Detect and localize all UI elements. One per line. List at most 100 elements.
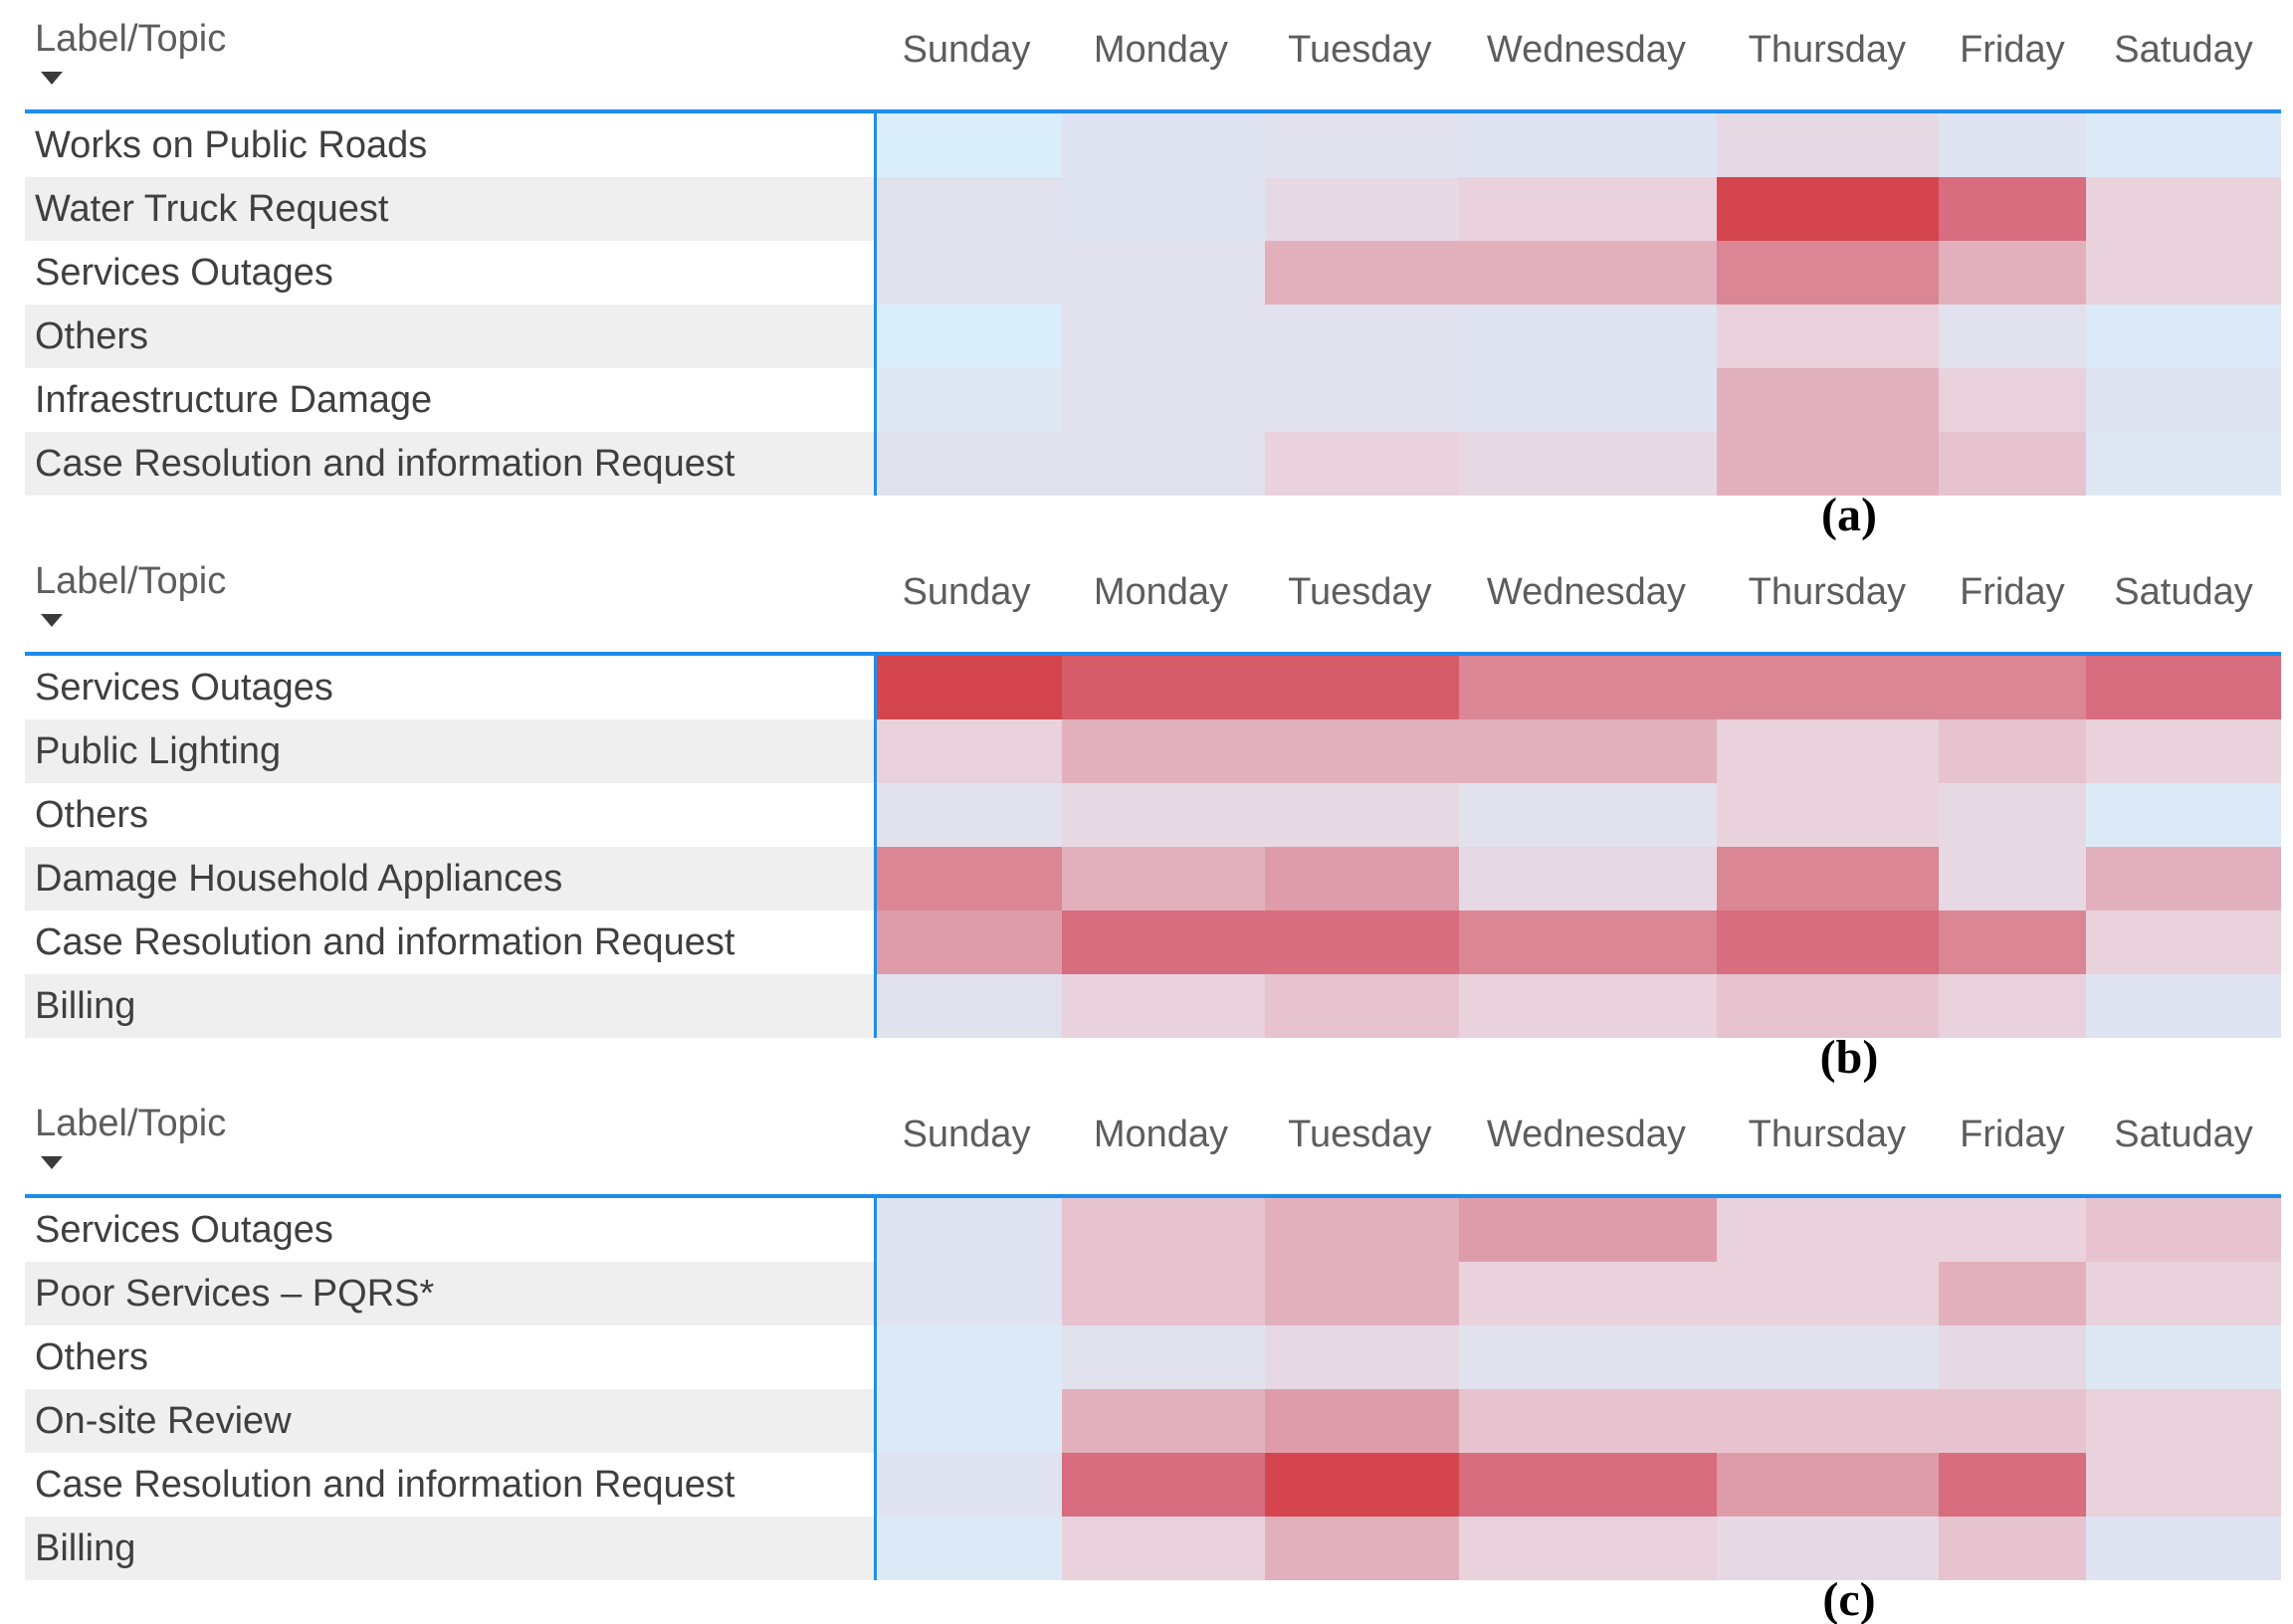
heatmap-cell <box>1265 432 1459 496</box>
heatmap-cell <box>1939 911 2087 974</box>
heatmap-cell <box>1717 719 1940 783</box>
heatmap-cell <box>1717 1453 1940 1517</box>
row-label: Water Truck Request <box>25 177 874 241</box>
column-header-wednesday[interactable]: Wednesday <box>1486 570 1686 613</box>
heatmap-cell <box>1458 1262 1718 1325</box>
heatmap-cell <box>1265 783 1459 847</box>
column-header-sunday[interactable]: Sunday <box>902 1113 1031 1155</box>
heatmap-cell <box>877 432 1062 496</box>
column-header-sunday[interactable]: Sunday <box>902 570 1031 613</box>
heatmap-cell <box>877 113 1062 177</box>
heatmap-cell <box>1717 177 1940 241</box>
day-header-row: Sunday Monday Tuesday Wednesday Thursday Frid… <box>874 542 2281 642</box>
column-header-thursday[interactable]: Thursday <box>1748 570 1907 613</box>
heatmap-panel-b: Label/Topic Sunday Monday Tuesday Wednesday… <box>0 542 2293 1085</box>
panel-caption: (c) <box>1822 1573 1876 1624</box>
sort-descending-icon[interactable] <box>41 1156 63 1169</box>
row-label: Case Resolution and information Request <box>25 1453 874 1517</box>
heatmap-panel-a: Label/Topic Sunday Monday Tuesday Wednesday… <box>0 0 2293 542</box>
heatmap-cell <box>1458 1389 1718 1453</box>
heatmap-cell <box>1458 1453 1718 1517</box>
column-header-thursday[interactable]: Thursday <box>1748 1113 1907 1155</box>
column-header-monday[interactable]: Monday <box>1093 1113 1229 1155</box>
heatmap-cell <box>877 719 1062 783</box>
row-label: On-site Review <box>25 1389 874 1453</box>
heatmap-cell <box>1061 783 1266 847</box>
heatmap-cell <box>1717 368 1940 432</box>
heatmap-cell <box>1265 974 1459 1038</box>
heatmap-cell <box>1717 304 1940 368</box>
heatmap-cell <box>1939 656 2087 719</box>
day-header-row: Sunday Monday Tuesday Wednesday Thursday Frid… <box>874 1085 2281 1184</box>
heatmap-cell <box>1939 974 2087 1038</box>
heatmap-cell <box>1458 1517 1718 1580</box>
column-header-monday[interactable]: Monday <box>1093 570 1229 613</box>
heatmap-cell <box>877 847 1062 911</box>
header-row: Label/Topic Sunday Monday Tuesday Wednesday… <box>25 0 2281 113</box>
heatmap-cell <box>1458 1325 1718 1389</box>
heatmap-cell <box>1717 113 1940 177</box>
heatmap-cell <box>1265 113 1459 177</box>
heatmap-cell <box>877 1198 1062 1262</box>
row-label: Infraestructure Damage <box>25 368 874 432</box>
heatmap-cell <box>1265 1453 1459 1517</box>
heatmap-cell <box>1061 656 1266 719</box>
heatmap-cell <box>1939 1198 2087 1262</box>
sort-descending-icon[interactable] <box>41 614 63 627</box>
column-header-wednesday[interactable]: Wednesday <box>1486 1113 1686 1155</box>
heatmap-cell <box>1061 1389 1266 1453</box>
heatmap-cell <box>1265 1198 1459 1262</box>
heatmap-cell <box>1458 974 1718 1038</box>
heatmap-cell <box>1939 368 2087 432</box>
heatmap-cell <box>2086 847 2281 911</box>
column-header-monday[interactable]: Monday <box>1093 28 1229 71</box>
label-topic-column-header[interactable]: Label/Topic <box>35 18 227 60</box>
column-header-tuesday[interactable]: Tuesday <box>1288 28 1432 71</box>
column-header-satuday[interactable]: Satuday <box>2114 570 2253 613</box>
heatmap-cell <box>877 1453 1062 1517</box>
column-header-sunday[interactable]: Sunday <box>902 28 1031 71</box>
column-header-friday[interactable]: Friday <box>1960 28 2065 71</box>
matrix-body: Works on Public Roads Water Truck Request… <box>25 113 2281 496</box>
heatmap-cell <box>1939 783 2087 847</box>
column-header-tuesday[interactable]: Tuesday <box>1288 1113 1432 1155</box>
label-topic-column-header[interactable]: Label/Topic <box>35 560 227 602</box>
row-label: Services Outages <box>25 1198 874 1262</box>
heatmap-cell <box>1939 719 2087 783</box>
row-label: Case Resolution and information Request <box>25 911 874 974</box>
heatmap-cell <box>2086 656 2281 719</box>
heatmap-cell <box>1458 368 1718 432</box>
column-header-tuesday[interactable]: Tuesday <box>1288 570 1432 613</box>
matrix-body: Services Outages Public Lighting Others Dam… <box>25 656 2281 1038</box>
label-topic-column-header[interactable]: Label/Topic <box>35 1103 227 1144</box>
column-header-wednesday[interactable]: Wednesday <box>1486 28 1686 71</box>
column-header-thursday[interactable]: Thursday <box>1748 28 1907 71</box>
heatmap-cell <box>1458 177 1718 241</box>
row-label: Poor Services – PQRS* <box>25 1262 874 1325</box>
header-row: Label/Topic Sunday Monday Tuesday Wednesday… <box>25 542 2281 656</box>
heatmap-grid <box>874 1198 2281 1580</box>
heatmap-cell <box>1458 847 1718 911</box>
column-header-satuday[interactable]: Satuday <box>2114 28 2253 71</box>
column-header-satuday[interactable]: Satuday <box>2114 1113 2253 1155</box>
heatmap-cell <box>877 241 1062 304</box>
heatmap-cell <box>1939 304 2087 368</box>
column-header-friday[interactable]: Friday <box>1960 1113 2065 1155</box>
heatmap-cell <box>2086 1325 2281 1389</box>
heatmap-cell <box>877 1389 1062 1453</box>
row-label: Public Lighting <box>25 719 874 783</box>
heatmap-cell <box>1061 304 1266 368</box>
heatmap-cell <box>1061 719 1266 783</box>
heatmap-cell <box>877 783 1062 847</box>
heatmap-cell <box>2086 783 2281 847</box>
panel-caption: (b) <box>1819 1031 1879 1084</box>
heatmap-cell <box>1458 783 1718 847</box>
heatmap-cell <box>1265 304 1459 368</box>
sort-descending-icon[interactable] <box>41 72 63 85</box>
column-header-friday[interactable]: Friday <box>1960 570 2065 613</box>
heatmap-grid <box>874 656 2281 1038</box>
row-label: Damage Household Appliances <box>25 847 874 911</box>
heatmap-cell <box>1717 911 1940 974</box>
heatmap-cell <box>1717 783 1940 847</box>
